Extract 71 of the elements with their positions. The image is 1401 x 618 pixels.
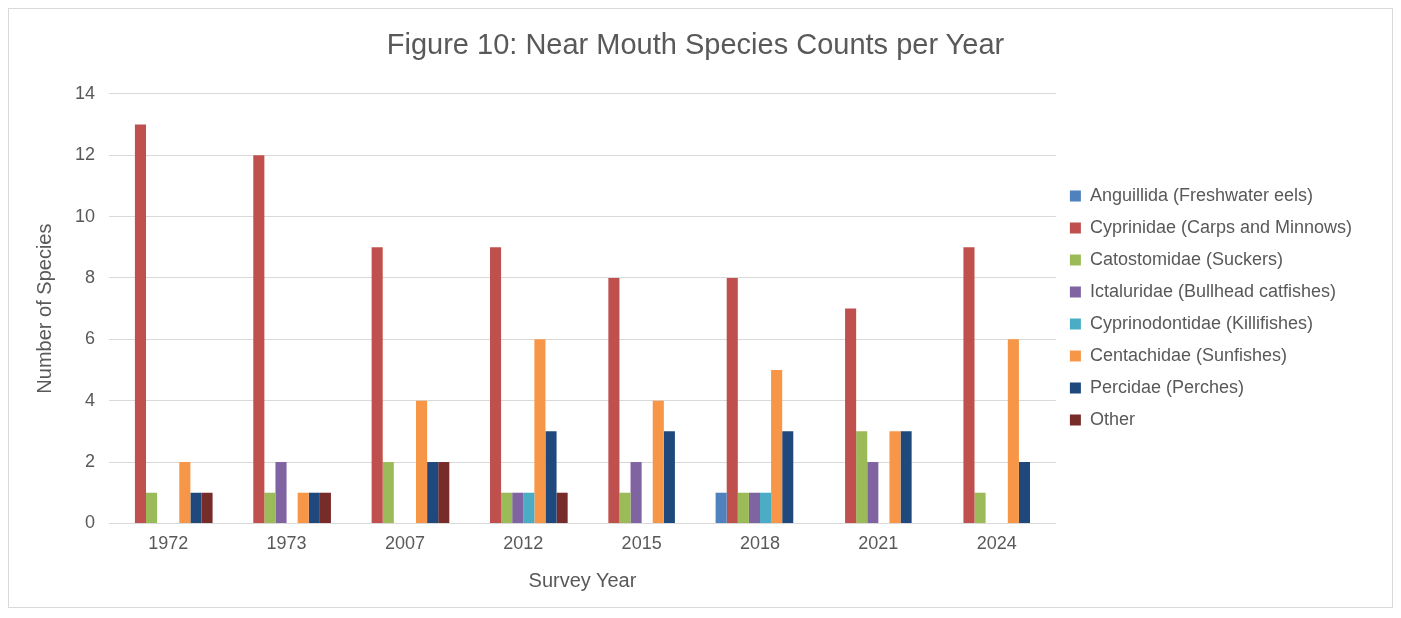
bar [523,492,535,523]
y-tick-label: 2 [85,451,96,471]
y-axis-title: Number of Species [32,223,55,394]
bar [275,462,287,523]
bar [253,155,265,523]
bar [630,462,642,523]
legend-label: Cyprinidae (Carps and Minnows) [1089,216,1352,237]
bar [726,277,738,523]
bar [963,247,975,523]
bar [867,462,879,523]
bar [134,124,147,523]
legend-label: Other [1089,408,1135,429]
bar [889,431,901,523]
bar [771,369,783,523]
bar [900,431,912,523]
bar [760,492,772,523]
bar [512,492,524,523]
bar [845,308,857,523]
bar [190,492,202,523]
y-tick-label: 6 [85,328,96,349]
bar [371,247,383,523]
bar [619,492,631,523]
bar [382,462,394,523]
chart-title: Figure 10: Near Mouth Species Counts per Year [386,28,1005,61]
bar [974,492,986,523]
bar [715,492,727,523]
x-tick-label: 1972 [148,533,189,554]
bar [427,462,439,523]
bar [308,492,320,523]
legend-label: Cyprinodontidae (Killifishes) [1089,312,1313,333]
x-tick-label: 2024 [976,533,1017,554]
bar [297,492,309,523]
legend-label: Percidae (Perches) [1089,376,1244,397]
y-tick-label: 14 [74,82,96,103]
legend-label: Anguillida (Freshwater eels) [1089,184,1313,205]
bar [534,339,546,523]
bar [782,431,794,523]
legend-label: Centachidae (Sunfishes) [1089,344,1288,365]
x-tick-label: 1973 [266,533,307,554]
bar [1018,462,1030,523]
y-tick-label: 0 [85,512,96,533]
x-tick-label: 2021 [858,533,899,554]
legend-label: Ictaluridae (Bullhead catfishes) [1089,280,1337,301]
bar [438,462,450,523]
bar [663,431,675,523]
x-tick-label: 2007 [384,533,425,554]
bar [416,400,428,523]
bar [608,277,620,523]
bar [501,492,513,523]
bar [1007,339,1019,523]
bar [179,462,191,523]
bar [737,492,749,523]
bar [264,492,276,523]
bar [319,492,331,523]
x-tick-label: 2018 [739,533,781,554]
bar [856,431,868,523]
y-tick-label: 10 [74,205,96,226]
bar [748,492,760,523]
legend-label: Catostomidae (Suckers) [1089,248,1283,269]
x-axis-title: Survey Year [528,568,637,591]
bar [201,492,213,523]
bar [489,247,502,523]
y-tick-label: 8 [85,266,96,287]
bar [545,431,557,523]
y-tick-label: 12 [74,144,96,165]
x-tick-label: 2012 [503,533,544,554]
bar [556,492,568,523]
x-tick-label: 2015 [621,533,662,554]
bar [146,492,158,523]
bar [652,400,664,523]
y-tick-label: 4 [85,389,96,410]
